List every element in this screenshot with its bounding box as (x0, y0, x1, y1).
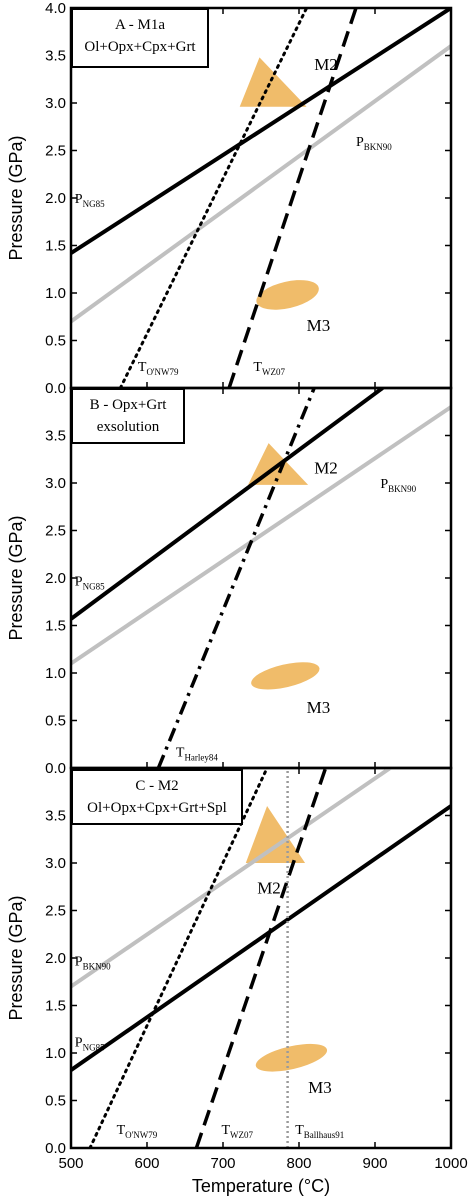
panel-title-box-c (71, 769, 243, 825)
y-tick-label-a: 0.0 (45, 380, 66, 397)
region-label-m2: M2 (314, 55, 338, 74)
region-label-m2: M2 (314, 459, 338, 478)
line-t-o-nw79 (118, 8, 309, 388)
x-axis-title: Temperature (°C) (192, 1176, 330, 1196)
annotation-p-bkn90: PBKN90 (356, 135, 392, 152)
y-axis-title-c: Pressure (GPa) (6, 895, 26, 1020)
annotation-t-harley84: THarley84 (176, 746, 219, 763)
line-p-ng85 (71, 804, 451, 1072)
panel-title-line-c: C - M2 (135, 778, 178, 794)
y-tick-label-a: 3.0 (45, 95, 66, 112)
y-tick-label-c: 3.0 (45, 855, 66, 872)
x-tick-label: 1000 (434, 1155, 467, 1172)
x-tick-label: 600 (134, 1155, 159, 1172)
region-m2-triangle (239, 57, 307, 107)
region-m3-ellipse (251, 662, 320, 690)
y-tick-label-c: 0.5 (45, 1093, 66, 1110)
y-tick-label-b: 0.0 (45, 760, 66, 777)
panel-b: M2 M3 PNG85 PBKN90 THarley84 0.0 0.5 1.0 1.5 2.0 2… (6, 386, 453, 777)
line-p-ng85 (71, 388, 384, 621)
annotation-t-ballhaus91: TBallhaus91 (295, 1123, 344, 1140)
y-tick-label-c: 3.5 (45, 808, 66, 825)
annotation-t-o-nw79: TO'NW79 (138, 360, 179, 377)
region-label-m2: M2 (257, 878, 281, 897)
y-tick-label-c: 1.0 (45, 1045, 66, 1062)
y-tick-label-b: 1.5 (45, 618, 66, 635)
region-label-m3: M3 (307, 316, 331, 335)
y-tick-label-c: 1.5 (45, 998, 66, 1015)
plot-area-a (71, 8, 451, 388)
annotation-t-wz07: TWZ07 (221, 1123, 253, 1140)
y-tick-label-c: 0.0 (45, 1140, 66, 1157)
line-p-bkn90 (71, 44, 451, 324)
annotation-p-ng85: PNG85 (75, 575, 105, 592)
y-tick-label-c: 2.0 (45, 950, 66, 967)
annotation-p-ng85: PNG85 (75, 1035, 105, 1052)
annotation-p-bkn90: PBKN90 (75, 955, 111, 972)
annotation-t-o-nw79: TO'NW79 (117, 1123, 158, 1140)
y-tick-label-a: 2.0 (45, 190, 66, 207)
annotation-p-ng85: PNG85 (75, 192, 105, 209)
y-tick-label-b: 2.0 (45, 570, 66, 587)
y-tick-label-b: 2.5 (45, 523, 66, 540)
panel-title-box-b (71, 388, 185, 444)
region-m3-ellipse (255, 1043, 328, 1072)
y-tick-label-a: 1.5 (45, 238, 66, 255)
y-axis-title-b: Pressure (GPa) (6, 515, 26, 640)
region-m3-ellipse (256, 280, 319, 310)
x-tick-label: 500 (58, 1155, 83, 1172)
y-tick-label-a: 3.5 (45, 48, 66, 65)
x-tick-label: 700 (210, 1155, 235, 1172)
panel-a: M2 M3 PNG85 PBKN90 TO'NW79 TWZ07 0.0 0.5 1.0 1.5 2… (6, 0, 453, 397)
y-tick-label-a: 4.0 (45, 0, 66, 17)
x-tick-label: 800 (286, 1155, 311, 1172)
region-label-m3: M3 (307, 698, 331, 717)
y-axis-title-a: Pressure (GPa) (6, 135, 26, 260)
line-t-harley84 (156, 388, 316, 768)
x-tick-label: 900 (362, 1155, 387, 1172)
region-label-m3: M3 (308, 1078, 332, 1097)
plot-area-b (71, 388, 451, 768)
y-tick-label-a: 2.5 (45, 143, 66, 160)
line-t-wz07 (194, 768, 328, 1148)
y-tick-label-a: 1.0 (45, 285, 66, 302)
panel-title-line-b: B - Opx+Grt (90, 397, 168, 413)
line-p-bkn90 (71, 768, 392, 989)
y-tick-label-c: 2.5 (45, 903, 66, 920)
y-tick-label-b: 1.0 (45, 665, 66, 682)
y-tick-label-a: 0.5 (45, 333, 66, 350)
panel-title-box-a (71, 8, 209, 68)
annotation-t-wz07: TWZ07 (253, 360, 285, 377)
line-p-bkn90 (71, 405, 451, 666)
region-m2-triangle (245, 806, 306, 863)
panel-title-line-c: Ol+Opx+Cpx+Grt+Spl (87, 800, 227, 816)
panel-title-line-b: exsolution (97, 419, 160, 435)
y-tick-label-b: 3.0 (45, 475, 66, 492)
annotation-p-bkn90: PBKN90 (380, 477, 416, 494)
line-t-wz07 (227, 8, 358, 388)
line-t-o-nw79 (88, 768, 269, 1148)
line-p-ng85 (71, 8, 451, 255)
plot-area-c (71, 768, 451, 1148)
panel-title-line-a: A - M1a (115, 17, 165, 33)
panel-c: M2 M3 PBKN90 PNG85 TO'NW79 TWZ07 TBallhaus91 0.… (6, 766, 453, 1157)
y-tick-label-b: 3.5 (45, 428, 66, 445)
panel-title-line-a: Ol+Opx+Cpx+Grt (84, 39, 196, 55)
y-tick-label-b: 0.5 (45, 713, 66, 730)
